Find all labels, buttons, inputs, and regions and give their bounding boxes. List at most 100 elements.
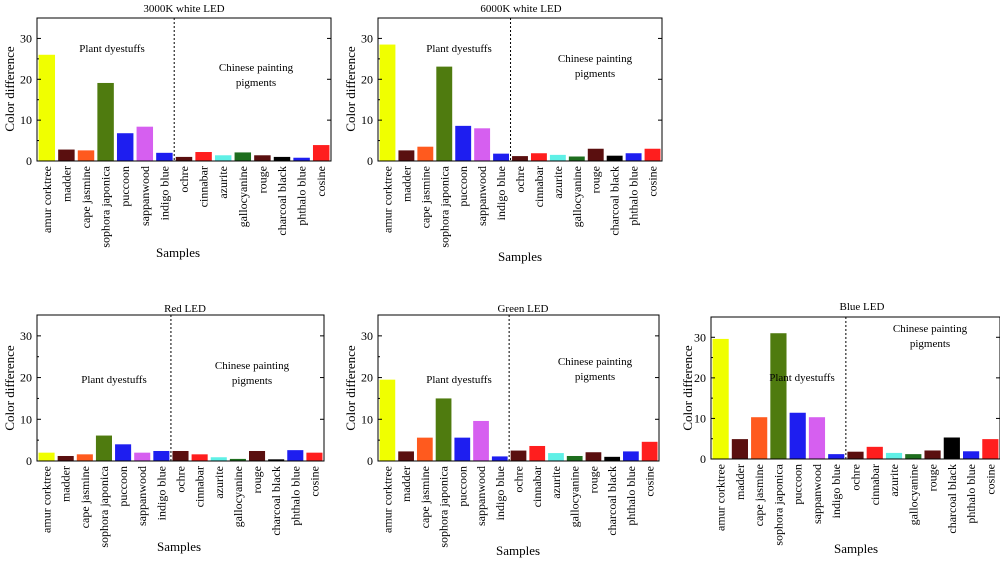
chart-a-ytick-label: 0: [26, 154, 32, 168]
chart-b-xtick-label: sappanwood: [475, 166, 489, 226]
chart-b-bar-cinnabar: [530, 153, 547, 161]
chart-d-bar-cape-jasmine: [416, 437, 433, 461]
chart-a-xtick-label: puccoon: [118, 166, 132, 207]
chart-c-ylabel: Color difference: [2, 345, 17, 431]
chart-d-xtick-label: sophora japonica: [437, 465, 451, 547]
chart-c-bar-sophora-japonica: [95, 435, 112, 461]
chart-b-bar-ochre: [512, 156, 528, 161]
chart-d-ytick-label: 20: [361, 371, 373, 385]
chart-c-bar-gallocyanine: [229, 458, 246, 461]
chart-b-xtick-label: gallocyanine: [570, 166, 584, 227]
chart-d-xtick-label: cape jasmine: [418, 466, 432, 528]
chart-e-bar-puccoon: [789, 412, 806, 459]
chart-a-bar-madder: [58, 149, 75, 161]
chart-e-xtick-label: indigo blue: [829, 464, 843, 518]
chart-b-bar-puccoon: [455, 125, 472, 161]
chart-a-bar-cape-jasmine: [77, 150, 95, 161]
chart-d-xtick-label: cosine: [643, 466, 657, 497]
chart-d-ylabel: Color difference: [343, 345, 358, 431]
chart-b-bar-gallocyanine: [568, 156, 585, 161]
chart-e-xtick-label: ochre: [849, 464, 863, 491]
chart-e-xtick-label: rouge: [926, 464, 940, 491]
chart-e: Blue LED 0 10 20 30 Plant dyestuffs Chinese pa…: [680, 301, 1000, 556]
chart-a-xtick-label: amur corktree: [40, 166, 54, 233]
chart-c-xtick-label: cosine: [307, 466, 321, 497]
chart-e-ylabel: Color difference: [680, 345, 695, 431]
chart-d-ytick-label: 0: [367, 454, 373, 468]
chart-a-xtick-label: cosine: [314, 166, 328, 197]
chart-a-bar-amur-corktree: [38, 54, 56, 161]
chart-a-bar-cinnabar: [195, 152, 212, 161]
chart-e-bar-madder: [731, 439, 748, 459]
chart-c-bar-azurite: [210, 457, 227, 461]
chart-c-xtick-label: charcoal black: [269, 466, 283, 536]
chart-d-bar-cinnabar: [529, 445, 546, 461]
chart-d-bar-ochre: [510, 450, 527, 461]
chart-b-bar-charcoal-black: [606, 155, 623, 161]
chart-b-xtick-label: sophora japonica: [437, 165, 451, 247]
chart-b-bar-azurite: [549, 154, 566, 161]
chart-a-xtick-label: azurite: [216, 166, 230, 199]
chart-b-bar-phthalo-blue: [625, 153, 642, 161]
chart-a-ytick-label: 30: [20, 31, 32, 45]
chart-a-annotation-pigments: Chinese painting: [219, 62, 294, 74]
chart-c-xtick-label: ochre: [174, 466, 188, 493]
chart-e-bar-gallocyanine: [905, 454, 922, 459]
chart-c-title: Red LED: [164, 303, 206, 315]
chart-b-xtick-label: cosine: [646, 166, 660, 197]
chart-d-bar-cosine: [641, 441, 658, 461]
chart-b-xtick-label: azurite: [551, 166, 565, 199]
chart-e-xtick-label: cape jasmine: [752, 464, 766, 526]
chart-c-xtick-label: cape jasmine: [78, 466, 92, 528]
chart-d-bar-phthalo-blue: [623, 451, 639, 461]
chart-a-bar-sappanwood: [136, 126, 154, 161]
chart-a-xtick-label: rouge: [255, 166, 269, 193]
chart-b-annotation-plant: Plant dyestuffs: [426, 43, 492, 55]
chart-c-xtick-label: rouge: [250, 466, 264, 493]
chart-b: 6000K white LED 0 10 20 30 Plant dyestuffs Chi…: [343, 3, 663, 264]
chart-e-xlabel: Samples: [834, 541, 878, 556]
chart-a-xtick-label: ochre: [177, 166, 191, 193]
chart-c-bar-cosine: [306, 452, 323, 461]
chart-c-xtick-label: gallocyanine: [231, 466, 245, 527]
chart-a: 3000K white LED 0 10 20 30 Plant dyestuffs Chi…: [2, 3, 332, 260]
chart-e-xtick-label: charcoal black: [945, 464, 959, 534]
chart-e-xtick-label: sappanwood: [810, 464, 824, 524]
chart-d-bar-amur-corktree: [379, 379, 396, 461]
chart-b-title: 6000K white LED: [480, 3, 561, 15]
chart-a-xtick-label: phthalo blue: [295, 166, 309, 226]
chart-a-bar-sophora-japonica: [97, 82, 114, 161]
chart-d-xlabel: Samples: [496, 543, 540, 558]
chart-e-bar-cosine: [982, 439, 999, 459]
chart-b-ytick-label: 30: [361, 31, 373, 45]
chart-c-ytick-label: 20: [20, 371, 32, 385]
chart-b-bar-indigo-blue: [493, 153, 510, 161]
chart-d-xtick-label: indigo blue: [493, 466, 507, 520]
chart-b-annotation-pigments: Chinese painting: [558, 53, 633, 65]
chart-e-ytick-label: 30: [694, 330, 706, 344]
chart-c-bar-cinnabar: [191, 454, 208, 461]
chart-a-bar-rouge: [254, 155, 271, 161]
chart-a-xtick-label: cape jasmine: [79, 166, 93, 228]
chart-c-bar-rouge: [249, 450, 266, 461]
chart-a-xtick-label: madder: [59, 166, 73, 202]
chart-b-ylabel: Color difference: [343, 46, 358, 132]
chart-e-bar-phthalo-blue: [963, 451, 980, 459]
chart-c: Red LED 0 10 20 30 Plant dyestuffs Chinese pai…: [2, 303, 325, 554]
chart-e-xtick-label: sophora japonica: [771, 463, 785, 545]
chart-d-xtick-label: sappanwood: [474, 466, 488, 526]
chart-a-annotation-plant: Plant dyestuffs: [79, 43, 145, 55]
chart-b-xtick-label: cape jasmine: [418, 166, 432, 228]
chart-d-xtick-label: phthalo blue: [624, 466, 638, 526]
chart-b-xtick-label: ochre: [513, 166, 527, 193]
chart-a-bar-phthalo-blue: [293, 157, 310, 161]
chart-e-ytick-label: 20: [694, 371, 706, 385]
chart-d-ytick-label: 10: [361, 412, 373, 426]
chart-c-xtick-label: sophora japonica: [97, 465, 111, 547]
chart-d-bar-gallocyanine: [566, 455, 583, 461]
chart-a-title: 3000K white LED: [143, 3, 224, 15]
chart-c-bar-amur-corktree: [38, 452, 55, 461]
chart-c-bar-ochre: [172, 450, 189, 461]
chart-a-bar-azurite: [214, 155, 232, 161]
